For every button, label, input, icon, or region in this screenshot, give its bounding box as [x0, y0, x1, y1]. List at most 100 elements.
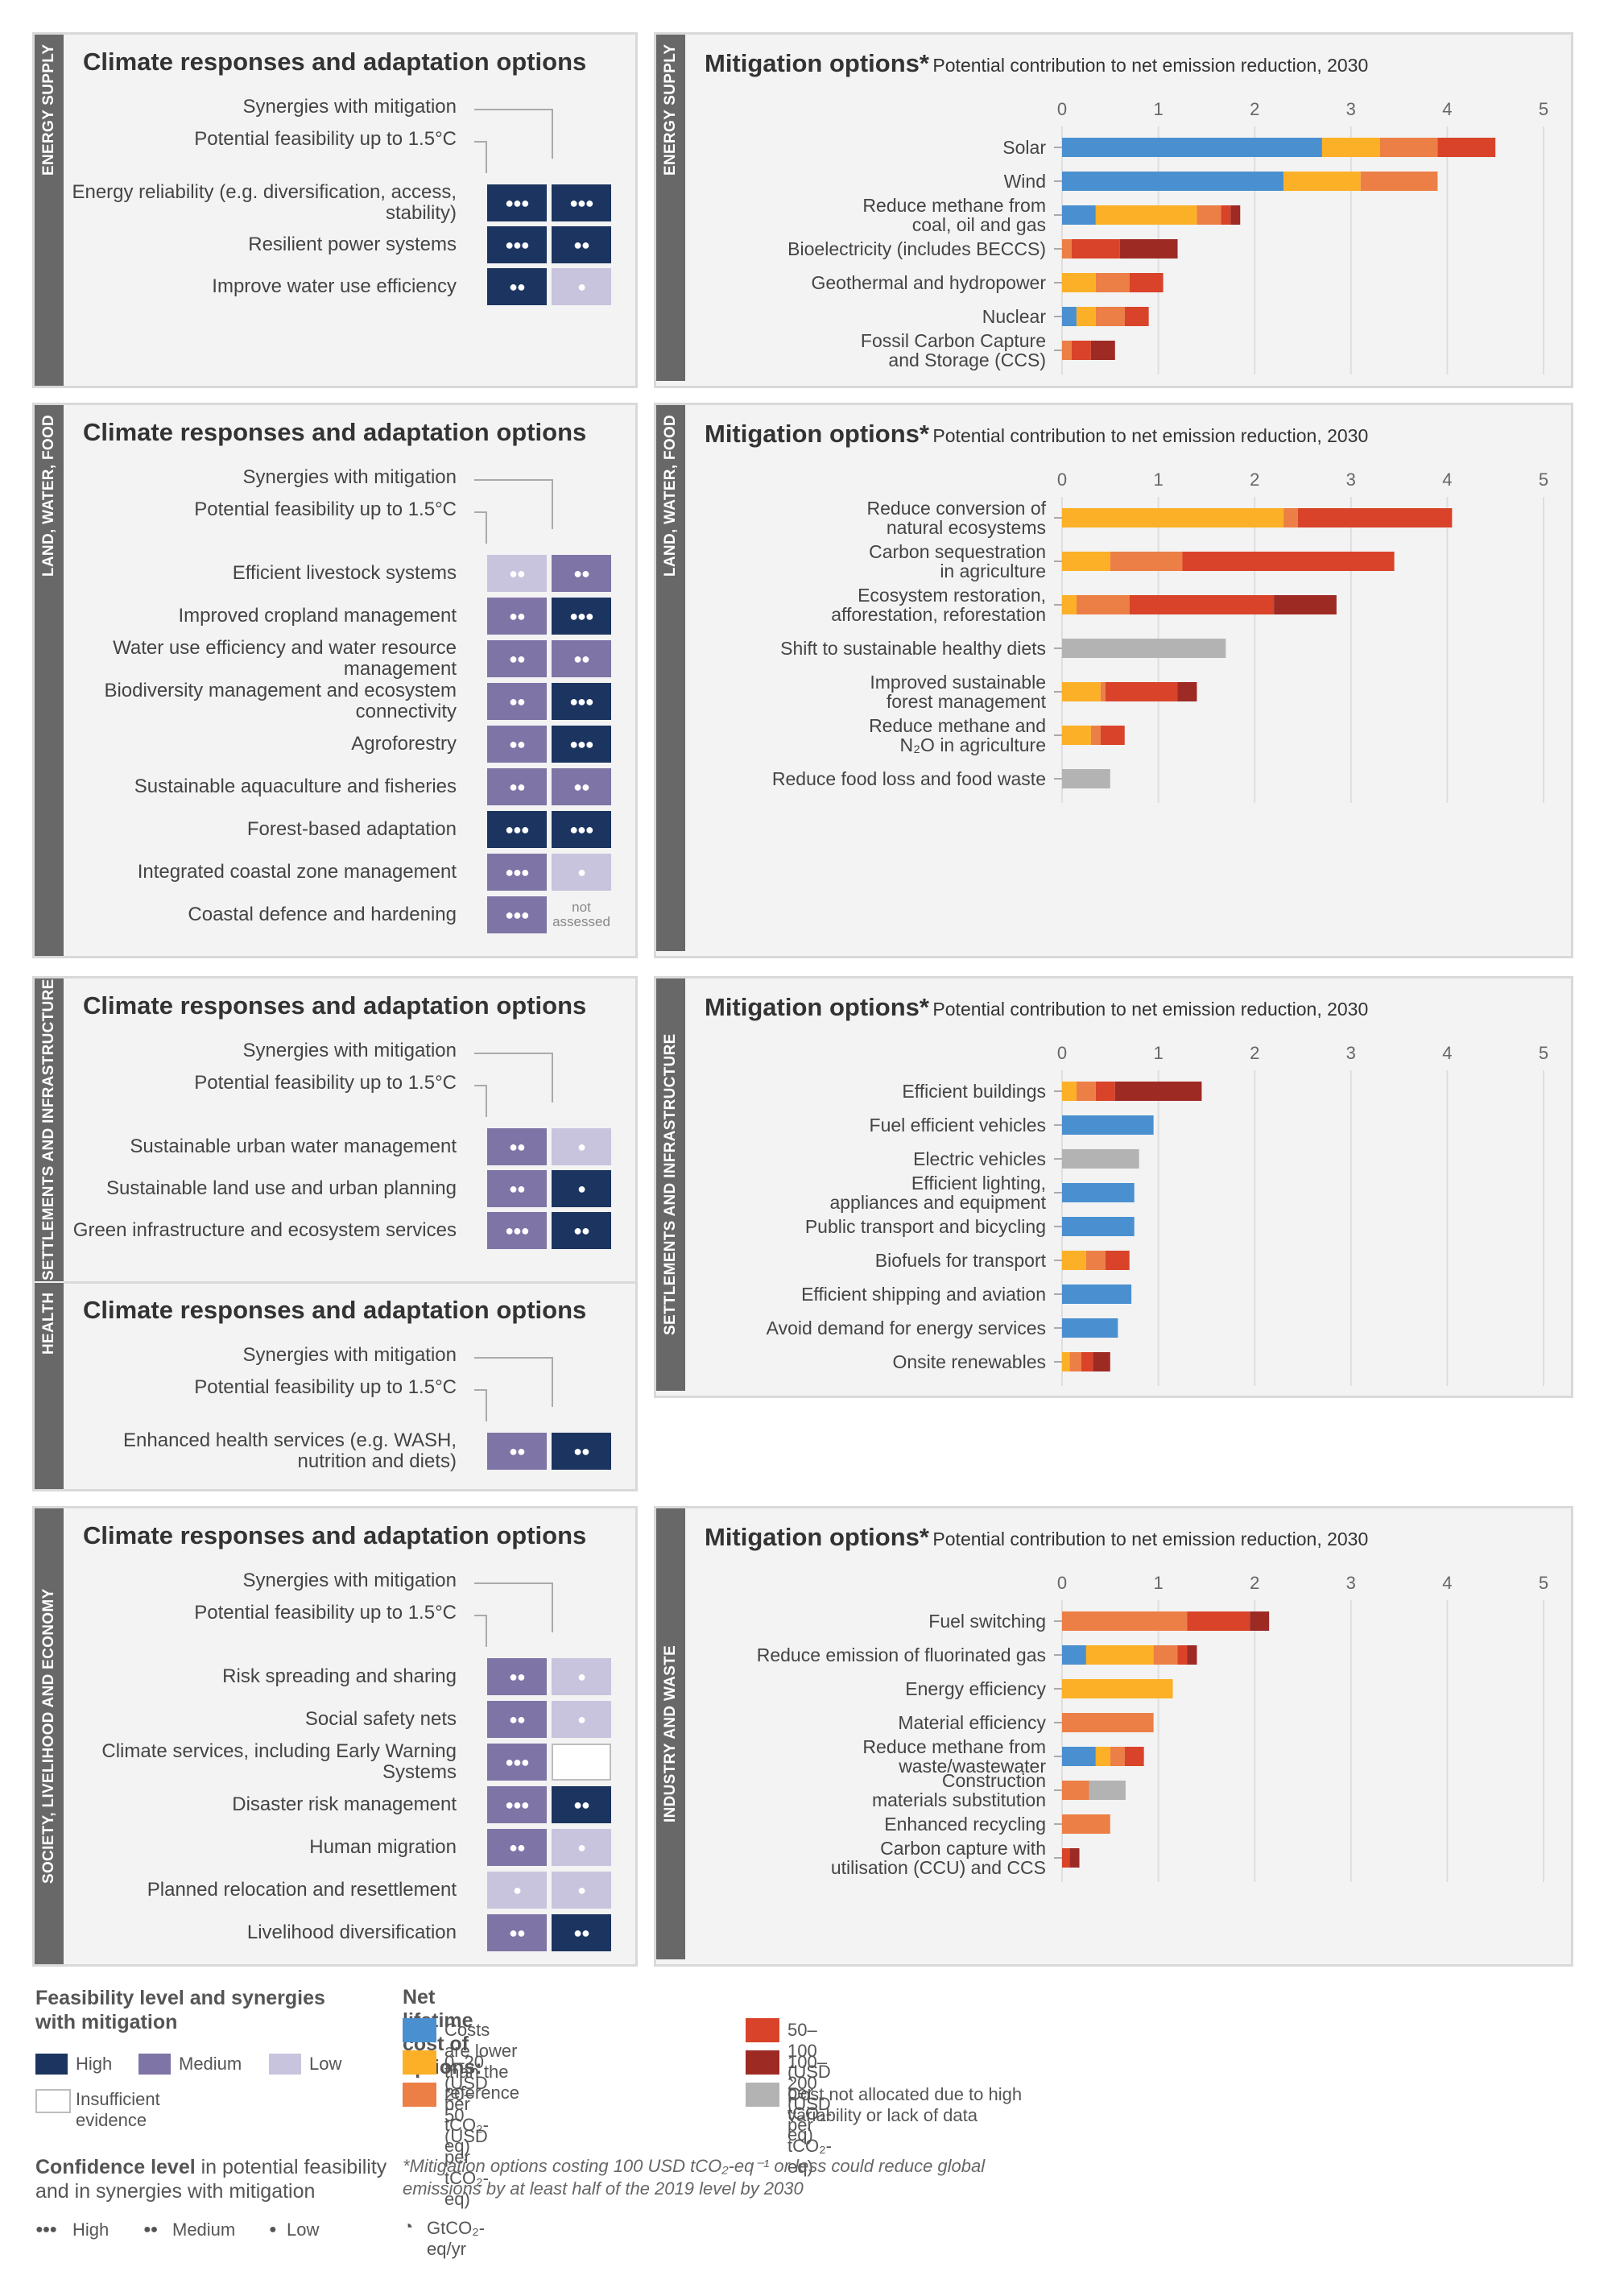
feasibility-cell: ●● [487, 768, 547, 805]
feasibility-cell: ●●● [487, 1212, 547, 1249]
cost-label-100-200: 100–200 (USD per tCO₂-eq) [787, 2052, 832, 2177]
category-label-line: Reduce conversion of [867, 498, 1047, 519]
category-label: Avoid demand for energy services [767, 1318, 1046, 1338]
legend-label-medium: Medium [179, 2054, 242, 2074]
bar-segment-c20_50 [1085, 1251, 1106, 1270]
mitigation-chart: 0 1 2 3 4 5 Reduce conversion of natural ecosys… [772, 470, 1548, 803]
synergies-cell: ● [552, 1128, 611, 1165]
category-label: Construction materials substitution [872, 1770, 1046, 1810]
x-tick-label: 1 [1153, 470, 1163, 490]
confidence-high-dots: ●●● [35, 2223, 57, 2236]
category-label: Carbon capture with utilisation (CCU) and… [831, 1838, 1046, 1878]
synergies-header: Synergies with mitigation [242, 1570, 457, 1591]
adaptation-panel-society: SOCIETY, LIVELIHOOD AND ECONOMY Climate r… [32, 1506, 638, 1967]
bar-segment-c0_20 [1095, 1747, 1110, 1766]
category-label: Public transport and bicycling [805, 1216, 1046, 1237]
category-label: Reduce conversion of natural ecosystems [867, 498, 1047, 538]
category-label: Electric vehicles [913, 1148, 1046, 1169]
confidence-legend-title: Confidence level in potential feasibilit… [35, 2155, 390, 2203]
category-label-line: Construction [942, 1770, 1046, 1791]
category-label-line: utilisation (CCU) and CCS [831, 1857, 1046, 1878]
legend-swatch-high [35, 2054, 68, 2075]
sector-label: SETTLEMENTS AND INFRASTRUCTURE [40, 978, 57, 1281]
confidence-high-label: High [72, 2219, 110, 2240]
cost-swatch-lower [403, 2018, 436, 2042]
x-tick-label: 0 [1057, 99, 1067, 119]
feasibility-connector [474, 1615, 487, 1647]
category-label: Material efficiency [898, 1712, 1046, 1733]
feasibility-cell: ●●● [487, 811, 547, 848]
cost-label-0-20: 0–20 (USD per tCO₂-eq) [444, 2052, 489, 2156]
option-label: Enhanced health services (e.g. WASH, nut… [123, 1429, 457, 1472]
option-label: Sustainable urban water management [130, 1136, 457, 1157]
bar-segment-c0_20 [1062, 1679, 1173, 1698]
option-label: Planned relocation and resettlement [147, 1879, 457, 1901]
cost-label-20-50: 20–50 (USD per tCO₂-eq) [444, 2084, 489, 2209]
synergies-connector [474, 1357, 553, 1407]
x-tick-label: 3 [1346, 1573, 1356, 1593]
category-label: Energy efficiency [905, 1678, 1046, 1699]
category-label: Bioelectricity (includes BECCS) [787, 238, 1046, 259]
feasibility-cell: ●●● [487, 1744, 547, 1781]
x-tick-label: 2 [1250, 1043, 1259, 1063]
bar-segment-c100_200 [1119, 239, 1178, 259]
legend-label-high: High [76, 2054, 113, 2074]
mitigation-title-main: Mitigation options* [705, 49, 929, 77]
feasibility-cell: ●●● [487, 1786, 547, 1823]
bar-segment-c100_200 [1250, 1611, 1270, 1631]
category-label-line: Ecosystem restoration, [858, 585, 1046, 606]
bar-segment-c0_20 [1062, 552, 1110, 571]
option-label: Forest-based adaptation [246, 818, 457, 840]
x-tick-label: 0 [1057, 1573, 1067, 1593]
bar-segment-c0_20 [1085, 1645, 1154, 1665]
category-label: Efficient shipping and aviation [801, 1284, 1046, 1305]
synergies-connector [474, 479, 553, 529]
legend-swatch-medium [138, 2054, 171, 2075]
bar-segment-c50_100 [1095, 1082, 1115, 1101]
synergies-cell: ● [552, 854, 611, 891]
adaptation-panel-land-water-food: LAND, WATER, FOOD Climate responses and a… [32, 403, 638, 958]
category-label: Geothermal and hydropower [812, 272, 1047, 293]
category-label-line: Carbon sequestration [869, 541, 1046, 562]
feasibility-cell: ●● [487, 1170, 547, 1207]
feasibility-header: Potential feasibility up to 1.5°C [194, 499, 457, 520]
feasibility-cell: ●● [487, 555, 547, 592]
feasibility-cell: ●●● [487, 896, 547, 933]
category-label: Solar [1002, 137, 1046, 158]
mitigation-title: Mitigation options* Potential contributi… [705, 1523, 1368, 1552]
bar-segment-c20_50 [1062, 1611, 1188, 1631]
bar-segment-c50_100 [1298, 508, 1453, 527]
sector-label: ENERGY SUPPLY [40, 44, 57, 176]
category-label-line: coal, oil and gas [912, 214, 1046, 235]
cost-label-lower: Costs are lower than the reference [444, 2020, 519, 2103]
x-tick-label: 4 [1442, 470, 1452, 490]
mitigation-subtitle: Potential contribution to net emission r… [932, 1529, 1369, 1549]
feasibility-header: Potential feasibility up to 1.5°C [194, 128, 457, 150]
x-tick-label: 2 [1250, 470, 1259, 490]
bar-segment-c20_50 [1095, 273, 1130, 292]
feasibility-header: Potential feasibility up to 1.5°C [194, 1602, 457, 1624]
category-label: Efficient lighting, appliances and equipm… [829, 1173, 1046, 1213]
legend-swatch-low [269, 2054, 301, 2075]
option-label: Improve water use efficiency [212, 275, 457, 297]
feasibility-connector [474, 511, 487, 544]
synergies-cell: ●● [552, 1786, 611, 1823]
mitigation-title: Mitigation options* Potential contributi… [705, 993, 1368, 1022]
bar-segment-c20_50 [1110, 1747, 1125, 1766]
synergies-cell: ●● [552, 555, 611, 592]
feasibility-cell: ● [487, 1872, 547, 1909]
sector-label: HEALTH [40, 1293, 57, 1355]
bar-segment-c50_100 [1081, 1352, 1093, 1371]
feasibility-cell: ●● [487, 1128, 547, 1165]
category-label: Biofuels for transport [875, 1250, 1047, 1271]
category-label: Nuclear [982, 306, 1047, 327]
unit-icon: ◔ [403, 2216, 414, 2236]
bar-segment-unallocated [1062, 769, 1110, 788]
mitigation-title: Mitigation options* Potential contributi… [705, 420, 1368, 449]
category-label: Enhanced recycling [884, 1814, 1046, 1835]
synergies-cell: ●●● [552, 184, 611, 221]
adaptation-title: Climate responses and adaptation options [83, 1296, 587, 1324]
x-tick-label: 2 [1250, 99, 1259, 119]
option-label: Social safety nets [304, 1708, 457, 1730]
option-label: Risk spreading and sharing [222, 1665, 457, 1687]
